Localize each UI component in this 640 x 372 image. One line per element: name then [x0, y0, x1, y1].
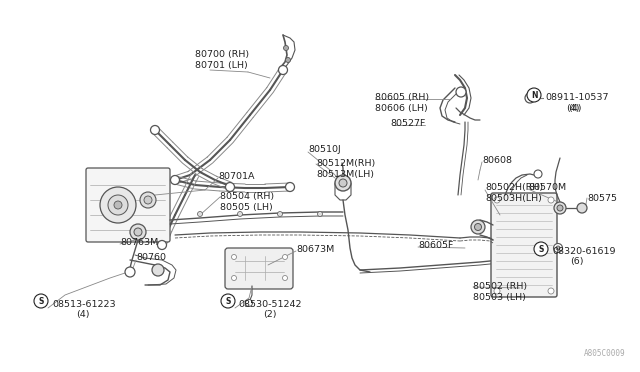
Circle shape — [232, 254, 237, 260]
Circle shape — [285, 58, 291, 62]
Text: 80605 (RH): 80605 (RH) — [375, 93, 429, 102]
Text: A805C0009: A805C0009 — [584, 349, 625, 358]
Circle shape — [34, 294, 48, 308]
Circle shape — [237, 212, 243, 217]
Circle shape — [317, 212, 323, 217]
Text: 80510J: 80510J — [308, 145, 340, 154]
Circle shape — [494, 197, 500, 203]
Circle shape — [282, 254, 287, 260]
Text: 80606 (LH): 80606 (LH) — [375, 104, 428, 113]
Circle shape — [157, 241, 166, 250]
Text: (2): (2) — [263, 310, 276, 319]
Circle shape — [114, 201, 122, 209]
Text: 80605F: 80605F — [418, 241, 453, 250]
Circle shape — [198, 212, 202, 217]
Circle shape — [548, 288, 554, 294]
Circle shape — [494, 288, 500, 294]
Circle shape — [278, 212, 282, 217]
Text: 80760: 80760 — [136, 253, 166, 262]
Text: S: S — [538, 244, 544, 253]
Circle shape — [278, 65, 287, 74]
Text: 80608: 80608 — [482, 156, 512, 165]
Circle shape — [108, 195, 128, 215]
Circle shape — [525, 93, 535, 103]
Text: 80513M(LH): 80513M(LH) — [316, 170, 374, 179]
Circle shape — [335, 175, 351, 191]
Text: (4): (4) — [566, 104, 579, 113]
Circle shape — [134, 228, 142, 236]
Circle shape — [140, 192, 156, 208]
Circle shape — [474, 224, 481, 231]
Circle shape — [554, 244, 563, 253]
Circle shape — [130, 224, 146, 240]
Circle shape — [144, 196, 152, 204]
Text: S: S — [225, 296, 230, 305]
Text: (4): (4) — [568, 104, 582, 113]
Circle shape — [557, 205, 563, 211]
Circle shape — [284, 45, 289, 51]
Text: (4): (4) — [76, 310, 90, 319]
Circle shape — [534, 170, 542, 178]
Text: 80502 (RH): 80502 (RH) — [473, 282, 527, 291]
Text: 08513-61223: 08513-61223 — [52, 300, 116, 309]
Circle shape — [221, 294, 235, 308]
Text: 80502H(RH): 80502H(RH) — [485, 183, 543, 192]
Circle shape — [282, 276, 287, 280]
Circle shape — [527, 88, 541, 102]
Text: 80701A: 80701A — [218, 172, 255, 181]
Text: 80512M(RH): 80512M(RH) — [316, 159, 375, 168]
Text: 80504 (RH): 80504 (RH) — [220, 192, 274, 201]
Circle shape — [339, 179, 347, 187]
Text: 80701 (LH): 80701 (LH) — [195, 61, 248, 70]
Circle shape — [170, 176, 179, 185]
Circle shape — [125, 267, 135, 277]
Circle shape — [556, 246, 560, 250]
Text: (6): (6) — [570, 257, 584, 266]
Circle shape — [548, 197, 554, 203]
Text: 80570M: 80570M — [528, 183, 566, 192]
Circle shape — [577, 203, 587, 213]
Text: 80673M: 80673M — [296, 245, 334, 254]
Text: S: S — [38, 296, 44, 305]
Circle shape — [100, 187, 136, 223]
Circle shape — [152, 264, 164, 276]
Text: 08320-61619: 08320-61619 — [552, 247, 616, 256]
Circle shape — [471, 220, 485, 234]
Circle shape — [554, 202, 566, 214]
Circle shape — [534, 242, 548, 256]
Text: 80503H(LH): 80503H(LH) — [485, 194, 542, 203]
Circle shape — [225, 183, 234, 192]
Circle shape — [232, 276, 237, 280]
Text: 80700 (RH): 80700 (RH) — [195, 50, 249, 59]
Text: N: N — [531, 90, 537, 99]
Text: 80763M: 80763M — [120, 238, 158, 247]
FancyBboxPatch shape — [86, 168, 170, 242]
Text: 08911-10537: 08911-10537 — [545, 93, 609, 102]
Text: 08530-51242: 08530-51242 — [238, 300, 301, 309]
Circle shape — [246, 299, 253, 307]
Text: 80505 (LH): 80505 (LH) — [220, 203, 273, 212]
Circle shape — [150, 125, 159, 135]
Circle shape — [456, 87, 466, 97]
Circle shape — [285, 183, 294, 192]
Text: 80527F: 80527F — [390, 119, 426, 128]
FancyBboxPatch shape — [225, 248, 293, 289]
FancyBboxPatch shape — [491, 193, 557, 297]
Text: 80575: 80575 — [587, 194, 617, 203]
Text: 80503 (LH): 80503 (LH) — [473, 293, 526, 302]
